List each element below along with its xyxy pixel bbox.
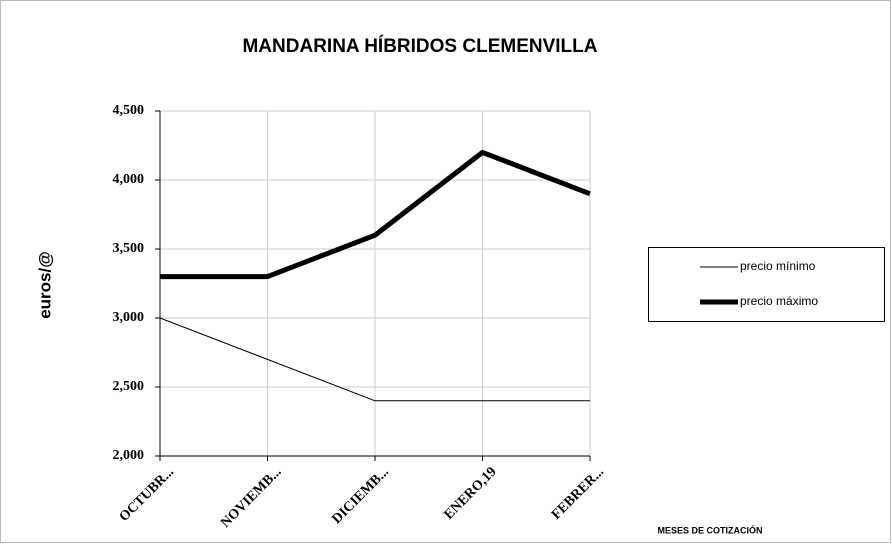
y-tick-label: 2,000 [113, 448, 145, 463]
y-axis-title: euros/@ [35, 251, 54, 319]
y-tick-label: 3,000 [113, 310, 145, 325]
y-tick-label: 2,500 [113, 379, 145, 394]
legend-box [648, 247, 885, 322]
series-line [160, 149, 591, 280]
legend-label: precio mínimo [740, 259, 816, 273]
y-tick-label: 3,500 [113, 241, 145, 256]
series-line [159, 317, 590, 402]
chart-title: MANDARINA HÍBRIDOS CLEMENVILLA [242, 35, 597, 57]
x-axis-title: MESES DE COTIZACIÓN [657, 524, 762, 535]
y-tick-label: 4,500 [113, 103, 145, 118]
y-tick-label: 4,000 [113, 172, 145, 187]
legend-label: precio máximo [740, 294, 818, 308]
